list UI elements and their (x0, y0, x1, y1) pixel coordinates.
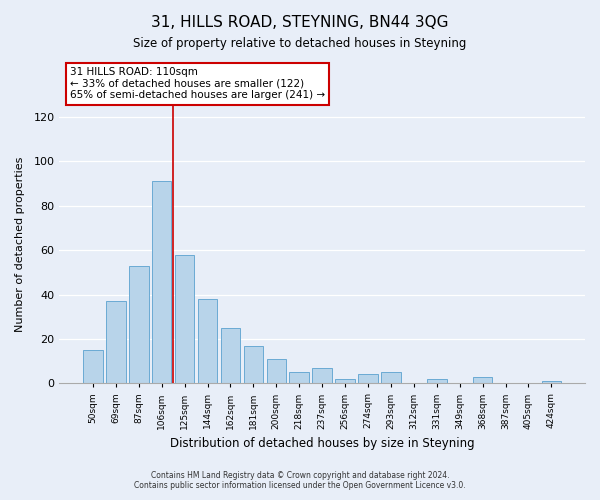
X-axis label: Distribution of detached houses by size in Steyning: Distribution of detached houses by size … (170, 437, 475, 450)
Bar (335, 379, 355, 384)
Bar (152, 182, 172, 384)
Bar (106, 301, 125, 384)
Bar (266, 359, 286, 384)
Bar (221, 328, 240, 384)
Y-axis label: Number of detached properties: Number of detached properties (15, 157, 25, 332)
Bar (473, 376, 493, 384)
Bar (129, 266, 149, 384)
Text: Size of property relative to detached houses in Steyning: Size of property relative to detached ho… (133, 38, 467, 51)
Text: Contains HM Land Registry data © Crown copyright and database right 2024.
Contai: Contains HM Land Registry data © Crown c… (134, 470, 466, 490)
Bar (381, 372, 401, 384)
Bar (289, 372, 309, 384)
Bar (198, 299, 217, 384)
Bar (427, 379, 446, 384)
Bar (313, 368, 332, 384)
Bar (244, 346, 263, 384)
Text: 31 HILLS ROAD: 110sqm
← 33% of detached houses are smaller (122)
65% of semi-det: 31 HILLS ROAD: 110sqm ← 33% of detached … (70, 67, 325, 100)
Text: 31, HILLS ROAD, STEYNING, BN44 3QG: 31, HILLS ROAD, STEYNING, BN44 3QG (151, 15, 449, 30)
Bar (542, 381, 561, 384)
Bar (358, 374, 378, 384)
Bar (83, 350, 103, 384)
Bar (175, 254, 194, 384)
